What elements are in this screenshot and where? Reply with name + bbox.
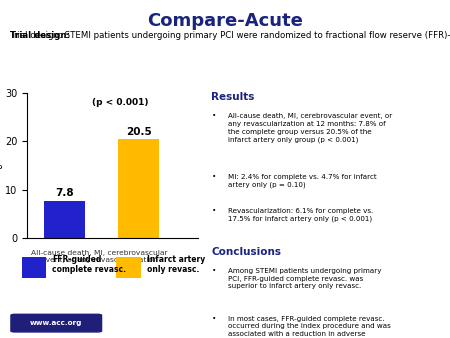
Text: All-cause death, MI, cerebrovascular
event, or any revascularization: All-cause death, MI, cerebrovascular eve…	[31, 250, 167, 263]
Text: Compare-Acute: Compare-Acute	[147, 12, 303, 30]
Text: •: •	[212, 208, 216, 214]
Text: www.acc.org: www.acc.org	[30, 320, 82, 326]
Text: •: •	[212, 174, 216, 180]
Text: All-cause death, MI, cerebrovascular event, or
any revascularization at 12 month: All-cause death, MI, cerebrovascular eve…	[228, 113, 392, 143]
Text: In most cases, FFR-guided complete revasc.
occurred during the index procedure a: In most cases, FFR-guided complete revas…	[228, 316, 391, 338]
Y-axis label: %: %	[0, 161, 2, 171]
Text: •: •	[212, 113, 216, 119]
Bar	[22, 257, 46, 278]
Text: Among STEMI patients undergoing primary
PCI, FFR-guided complete revasc. was
sup: Among STEMI patients undergoing primary …	[228, 268, 382, 289]
Bar	[118, 139, 159, 238]
Text: MI: 2.4% for complete vs. 4.7% for infarct
artery only (p = 0.10): MI: 2.4% for complete vs. 4.7% for infar…	[228, 174, 377, 188]
Text: Trial design: STEMI patients undergoing primary PCI were randomized to fractiona: Trial design: STEMI patients undergoing …	[10, 31, 450, 40]
Text: 20.5: 20.5	[126, 126, 151, 137]
Bar	[44, 200, 85, 238]
Text: •: •	[212, 268, 216, 274]
Text: FFR-guided
complete revasc.: FFR-guided complete revasc.	[52, 255, 126, 274]
Text: (p < 0.001): (p < 0.001)	[92, 98, 148, 107]
Text: Infarct artery
only revasc.: Infarct artery only revasc.	[147, 255, 205, 274]
Bar	[116, 257, 141, 278]
Text: Results: Results	[212, 93, 255, 102]
Text: 7.8: 7.8	[55, 188, 73, 198]
Text: Trial design:: Trial design:	[10, 31, 70, 40]
Text: •: •	[212, 316, 216, 321]
Text: Revascularization: 6.1% for complete vs.
17.5% for infarct artery only (p < 0.00: Revascularization: 6.1% for complete vs.…	[228, 208, 374, 222]
FancyBboxPatch shape	[11, 314, 102, 332]
Text: Conclusions: Conclusions	[212, 247, 282, 257]
